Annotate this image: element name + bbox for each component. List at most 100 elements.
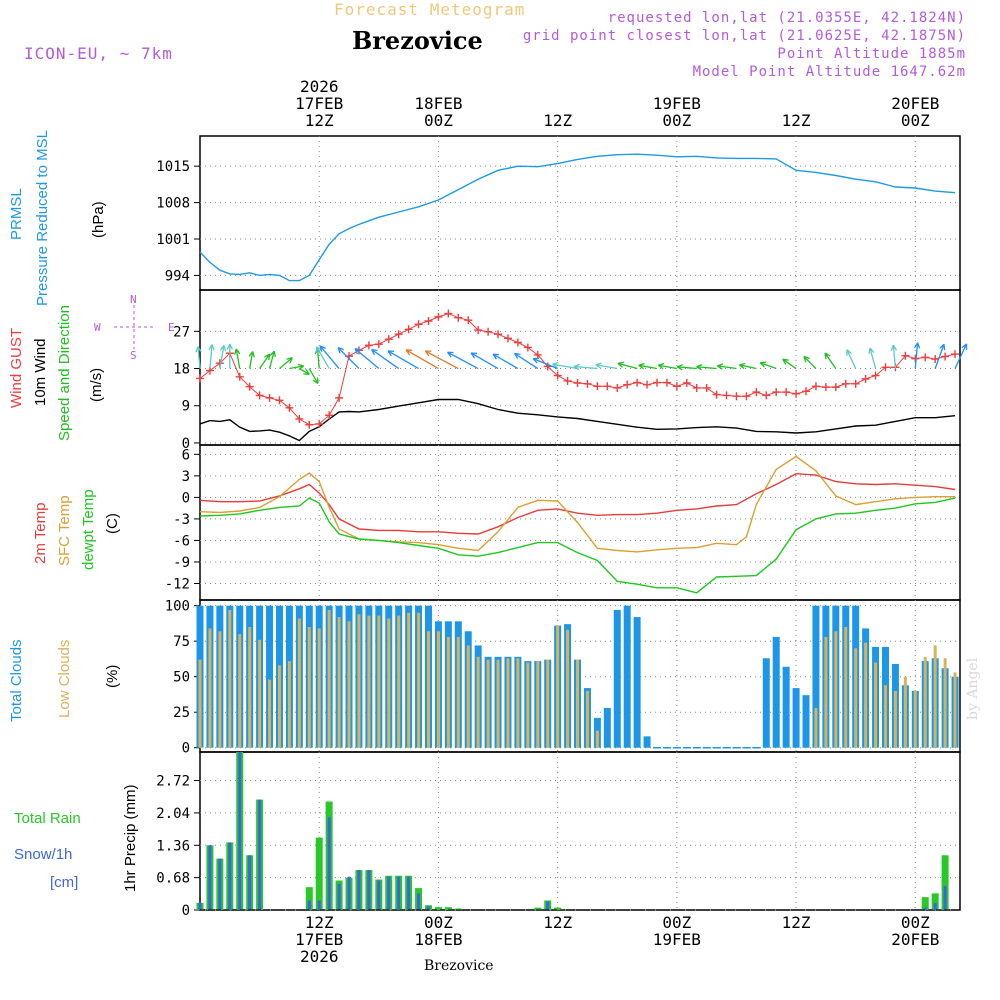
total-clouds-bar <box>266 605 274 748</box>
snow-bar <box>426 906 430 910</box>
low-clouds-bar <box>585 690 589 748</box>
wind-arrow-head <box>303 368 310 375</box>
gust-marker <box>335 393 344 402</box>
gust-marker <box>325 411 334 420</box>
total-clouds-bar <box>633 617 641 748</box>
low-clouds-bar <box>357 614 361 748</box>
gust-marker <box>583 379 592 388</box>
wind-direction-arrow <box>209 344 213 369</box>
low-clouds-bar <box>943 658 947 748</box>
y-tick-label: 100 <box>165 599 190 615</box>
wind-arrow-head <box>370 348 378 356</box>
requested-coords: requested lon,lat (21.0355E, 42.1824N) <box>607 10 966 26</box>
low-clouds-bar <box>526 662 530 748</box>
low-clouds-bar <box>883 685 887 748</box>
rain-bar <box>534 907 542 910</box>
time-label-top: 00Z <box>662 111 691 130</box>
wind-arrow-head <box>470 352 478 359</box>
snow-bar <box>337 883 341 910</box>
snow-bar <box>407 876 411 910</box>
wind-direction-arrow <box>617 362 638 370</box>
compass-south: S <box>130 349 137 362</box>
compass-east: E <box>168 321 175 334</box>
gust-marker <box>871 371 880 380</box>
low-clouds-bar <box>824 636 828 748</box>
total-clouds-bar <box>603 707 611 748</box>
time-label-top: 18FEB <box>414 94 462 113</box>
wind-direction-arrow <box>249 351 254 369</box>
gust-marker <box>196 374 204 383</box>
snow-bar <box>327 817 331 910</box>
low-clouds-bar <box>556 625 560 748</box>
low-clouds-bar <box>436 631 440 748</box>
wind-unit-label: (m/s) <box>88 367 105 402</box>
gust-marker <box>533 350 542 359</box>
gust-marker <box>841 379 850 388</box>
snow-bar <box>317 900 321 910</box>
low-clouds-bar <box>446 636 450 748</box>
y-tick-label: 27 <box>173 324 190 340</box>
prmsl-label: PRMSL <box>8 188 25 240</box>
time-label-top: 00Z <box>901 111 930 130</box>
wind-arrow-head <box>638 363 645 370</box>
gust-marker <box>623 380 632 389</box>
wind-direction-arrow <box>197 346 201 369</box>
time-label-bottom: 17FEB <box>295 930 343 949</box>
wind-arrow-head <box>492 353 500 360</box>
wind-arrow-head <box>387 350 395 357</box>
time-label-bottom: 00Z <box>424 913 453 932</box>
wind-arrow-head <box>846 349 853 356</box>
temp-2m-label: 2m Temp <box>32 502 49 564</box>
rain-bar <box>434 907 442 910</box>
gust-marker <box>305 420 314 429</box>
rain-bar <box>931 893 939 910</box>
snow-bar <box>238 752 242 910</box>
model-altitude: Model Point Altitude 1647.62m <box>692 64 966 80</box>
time-label-bottom: 19FEB <box>653 930 701 949</box>
gust-marker <box>285 403 294 412</box>
low-clouds-bar <box>516 658 520 748</box>
wind-direction-arrow <box>289 365 304 370</box>
gust-marker <box>821 383 830 392</box>
time-label-top: 20FEB <box>891 94 939 113</box>
temp-dew-line <box>199 497 956 594</box>
wind-arrow-head <box>219 344 227 352</box>
y-tick-label: 1015 <box>156 159 190 175</box>
wind-arrow-head <box>532 357 540 364</box>
gust-marker <box>573 379 582 387</box>
y-tick-label: -12 <box>165 576 190 592</box>
wind-arrow-head <box>514 352 521 359</box>
y-tick-label: 25 <box>173 705 190 721</box>
gust-marker <box>474 326 483 335</box>
wind-direction-arrow <box>405 349 439 370</box>
time-label-top: 19FEB <box>653 94 701 113</box>
gust-marker <box>553 371 562 380</box>
wind-direction-arrow <box>595 364 618 370</box>
wind-direction-arrow <box>470 352 499 370</box>
wind-dir-label: Speed and Direction <box>56 305 73 441</box>
y-tick-label: 2.04 <box>156 806 190 822</box>
wind-direction-arrow <box>658 364 677 370</box>
wind-arrow-head <box>208 344 215 351</box>
wind-direction-arrow <box>532 358 558 370</box>
snow-bar <box>943 886 947 910</box>
snow-bar <box>258 799 262 910</box>
wind-arrow-head <box>716 363 724 370</box>
wind-arrow-head <box>739 362 746 370</box>
time-label-bottom: 12Z <box>305 913 334 932</box>
gust-marker <box>633 378 642 387</box>
low-clouds-bar <box>814 707 818 748</box>
gust-marker <box>523 343 532 352</box>
gust-marker <box>424 317 433 325</box>
gust-marker <box>394 330 403 339</box>
low-clouds-bar <box>923 656 927 748</box>
gust-marker <box>941 352 950 361</box>
wind-direction-arrow <box>677 366 697 370</box>
low-clouds-bar <box>426 631 430 748</box>
low-clouds-bar <box>387 618 391 748</box>
gust-marker <box>255 391 264 400</box>
gust-marker <box>752 388 761 397</box>
y-tick-label: 2.72 <box>156 774 190 790</box>
rain-bar <box>921 897 929 910</box>
wind-direction-arrow <box>552 363 578 370</box>
